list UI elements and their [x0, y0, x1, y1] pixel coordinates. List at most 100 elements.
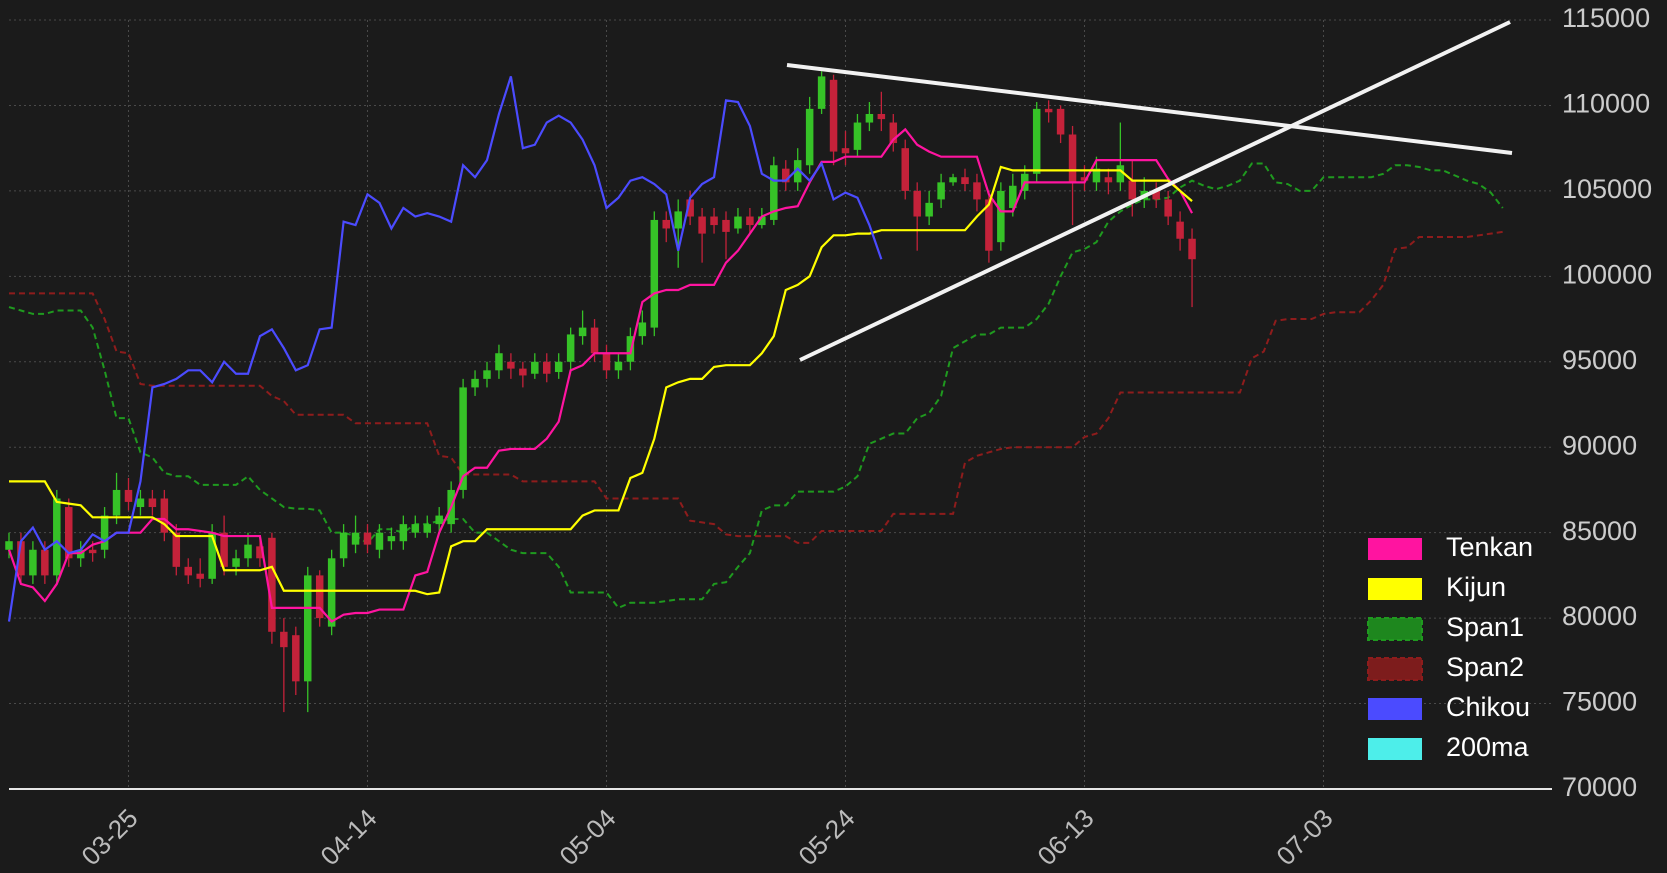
- candle-body: [471, 378, 479, 388]
- candle-body: [483, 370, 491, 379]
- candle-body: [829, 79, 838, 152]
- candle-body: [399, 524, 408, 542]
- candle-body: [805, 108, 814, 166]
- y-tick-label: 115000: [1562, 3, 1650, 33]
- candle-body: [1009, 185, 1017, 208]
- candle-body: [339, 532, 348, 559]
- candle-body: [817, 76, 826, 109]
- y-tick-label: 85000: [1562, 516, 1637, 546]
- legend-label: Span1: [1446, 612, 1524, 642]
- candle-body: [112, 489, 121, 516]
- candle-body: [280, 631, 288, 648]
- candle-body: [758, 216, 766, 226]
- candle-body: [315, 575, 324, 619]
- candle-body: [363, 532, 372, 545]
- candle-body: [1080, 177, 1089, 181]
- candle-body: [722, 219, 730, 232]
- candle-body: [351, 532, 360, 545]
- candle-body: [973, 182, 981, 200]
- y-tick-label: 70000: [1562, 772, 1637, 802]
- cloud-lines: [8, 162, 1504, 610]
- candle-body: [124, 489, 133, 502]
- indicator-lines: [7, 76, 1194, 623]
- candle-body: [865, 113, 874, 123]
- candle-body: [1188, 238, 1196, 260]
- candle-body: [710, 216, 718, 226]
- candle-body: [184, 566, 192, 576]
- series-line: [8, 162, 1504, 610]
- candle-body: [566, 334, 575, 362]
- candle-body: [1128, 180, 1137, 200]
- candle-body: [268, 537, 276, 632]
- candle-body: [877, 113, 886, 120]
- candle-body: [65, 507, 73, 559]
- candle-body: [961, 177, 969, 185]
- candle-body: [937, 182, 945, 200]
- candle-body: [375, 532, 384, 550]
- candle-body: [889, 122, 898, 144]
- candle-body: [578, 327, 587, 337]
- candle-body: [1056, 108, 1065, 135]
- candle-body: [734, 216, 742, 229]
- candle-body: [196, 573, 204, 579]
- legend-swatch: [1368, 698, 1422, 720]
- candle-body: [602, 353, 611, 371]
- legend-label: Tenkan: [1446, 532, 1533, 562]
- candle-body: [244, 544, 252, 559]
- candle-body: [650, 219, 659, 328]
- legend-swatch: [1368, 738, 1422, 760]
- candle-body: [638, 322, 647, 337]
- series-line: [7, 127, 1194, 623]
- candle-body: [495, 353, 503, 371]
- candle-body: [256, 546, 264, 559]
- candle-body: [1032, 108, 1041, 174]
- series-line: [9, 230, 1503, 544]
- candle-body: [1116, 165, 1125, 183]
- candle-body: [232, 558, 240, 567]
- candle-body: [327, 558, 336, 627]
- candle-body: [136, 498, 145, 508]
- candle-body: [411, 524, 420, 533]
- candle-body: [1104, 177, 1113, 183]
- candle-body: [88, 549, 97, 554]
- candle-body: [901, 148, 909, 191]
- candle-body: [1152, 190, 1160, 200]
- candle-body: [674, 211, 682, 229]
- candle-body: [160, 498, 169, 533]
- candle-body: [208, 532, 216, 579]
- candle-body: [220, 532, 228, 567]
- legend-swatch: [1368, 538, 1422, 560]
- candle-body: [5, 541, 13, 550]
- candle-body: [459, 387, 467, 490]
- candle-body: [686, 199, 694, 217]
- legend-swatch: [1367, 657, 1423, 681]
- candle-body: [387, 536, 396, 542]
- legend-swatch: [1367, 617, 1423, 641]
- y-tick-label: 80000: [1562, 601, 1637, 631]
- legend-label: Span2: [1446, 652, 1524, 682]
- trend-lines: [786, 20, 1513, 362]
- candle-body: [53, 498, 61, 576]
- y-tick-label: 90000: [1562, 430, 1637, 460]
- candle-body: [949, 177, 957, 183]
- candle-body: [172, 532, 181, 567]
- y-tick-label: 95000: [1562, 345, 1637, 375]
- series-line: [7, 76, 883, 622]
- candle-body: [782, 168, 790, 183]
- candle-body: [100, 515, 109, 550]
- candle-body: [531, 361, 539, 374]
- candle-body: [148, 498, 157, 508]
- y-tick-label: 110000: [1562, 89, 1650, 119]
- legend-label: Kijun: [1446, 572, 1506, 602]
- y-tick-label: 105000: [1562, 174, 1652, 204]
- candle-body: [1176, 221, 1184, 239]
- legend-swatch: [1368, 578, 1422, 600]
- candle-body: [793, 160, 802, 183]
- candle-body: [997, 190, 1005, 243]
- y-tick-label: 100000: [1562, 259, 1652, 289]
- candle-body: [614, 361, 623, 371]
- candle-body: [841, 148, 850, 154]
- candle-body: [853, 122, 862, 150]
- candle-body: [925, 202, 933, 217]
- candle-body: [746, 216, 754, 226]
